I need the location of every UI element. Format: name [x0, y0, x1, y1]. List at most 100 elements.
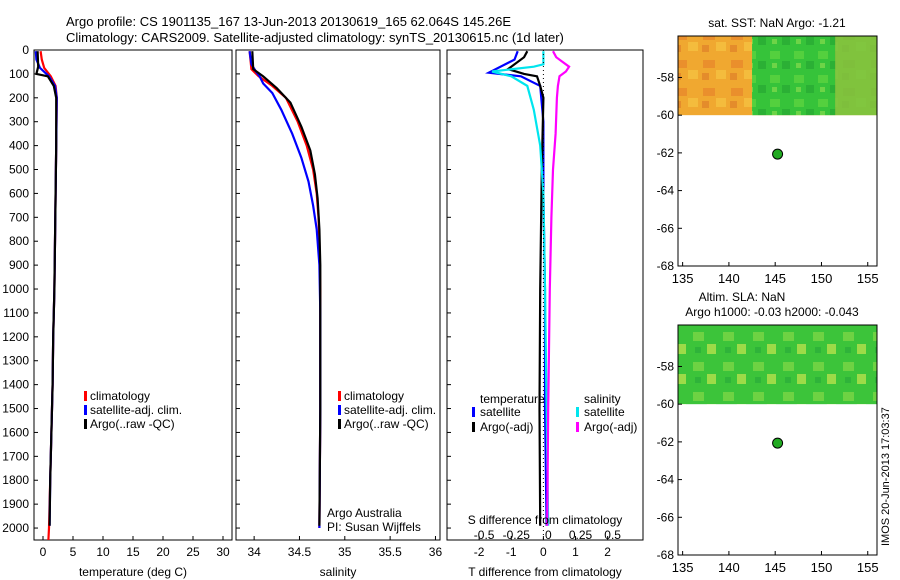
difference-legend-1: Argo(-adj): [480, 420, 533, 434]
sst_map-xtick-label-4: 155: [857, 271, 879, 286]
difference-top-tick-1: -0.25: [503, 528, 531, 542]
sla_map-ytick-label-5: -68: [657, 548, 675, 562]
difference-legend-2: satellite: [584, 405, 625, 419]
salinity-legend-0: climatology: [344, 389, 404, 403]
difference-chart: -2 -1 0 1 2 T difference from climatology S di…: [446, 49, 644, 579]
sst_map-xtick-label-3: 150: [811, 271, 833, 286]
temperature-series-2: [35, 51, 58, 526]
figure-header: Argo profile: CS 1901135_167 13-Jun-2013…: [66, 14, 564, 45]
sst_map-frame: [677, 35, 878, 267]
salinity-annotation-1: PI: Susan Wijffels: [327, 520, 421, 534]
ytick-label-1: 100: [9, 67, 29, 81]
salinity-legend-2: Argo(..raw -QC): [344, 417, 429, 431]
sla_map-float-marker: [772, 437, 784, 449]
ytick-label-13: 1300: [2, 354, 29, 368]
ytick-label-19: 1900: [2, 497, 29, 511]
temperature-xtick-label-5: 25: [186, 545, 200, 559]
ytick-label-5: 500: [9, 163, 29, 177]
ytick-label-15: 1500: [2, 402, 29, 416]
ytick-label-18: 1800: [2, 473, 29, 487]
sla_map-xtick-label-0: 135: [672, 560, 694, 575]
sla_map-chart: 135 140 145 150 155 -58 -60 -62 -64 -66 -68 Altim. …: [657, 290, 879, 575]
difference-xtick-label-1: -1: [506, 545, 517, 559]
sla_map-ytick-label-4: -66: [657, 510, 675, 524]
temperature-xtick-label-6: 30: [216, 545, 230, 559]
temperature-chart: 0 5 10 15 20 25 300100200300400500600700800900…: [2, 43, 233, 579]
sst_map-ytick-label-0: -58: [657, 70, 675, 84]
salinity-legend-1: satellite-adj. clim.: [344, 403, 436, 417]
difference-top-tick-3: 0.25: [569, 528, 593, 542]
salinity-legend-swatch-0: [338, 391, 341, 401]
difference-legend-swatch-3: [576, 422, 579, 432]
sst_map-ytick-label-5: -68: [657, 259, 675, 273]
sla_map-subtitle: Argo h1000: -0.03 h2000: -0.043: [685, 305, 859, 319]
temperature-xtick-label-3: 15: [126, 545, 140, 559]
difference-legend-header-0: temperature: [480, 392, 545, 406]
salinity-series-2: [251, 51, 322, 526]
sst_map-green-region: [752, 36, 836, 116]
sla_map-ytick-label-3: -64: [657, 473, 675, 487]
ytick-label-17: 1700: [2, 449, 29, 463]
temperature-legend-1: satellite-adj. clim.: [90, 403, 182, 417]
temperature-legend-0: climatology: [90, 389, 150, 403]
difference-legend-3: Argo(-adj): [584, 420, 637, 434]
salinity-annotation-0: Argo Australia: [327, 506, 402, 520]
temperature-frame: [33, 49, 233, 541]
sla_map-xtick-label-2: 145: [764, 560, 786, 575]
header-line-2: Climatology: CARS2009. Satellite-adjuste…: [66, 30, 564, 45]
temperature-xtick-label-0: 0: [40, 545, 47, 559]
temperature-legend-swatch-0: [84, 391, 87, 401]
sst_map-xtick-label-1: 140: [718, 271, 740, 286]
salinity-xtick-label-2: 35: [338, 545, 352, 559]
sla_map-ytick-label-2: -62: [657, 435, 675, 449]
temperature-xtick-label-4: 20: [156, 545, 170, 559]
sla_map-xtick-label-1: 140: [718, 560, 740, 575]
salinity-xlabel: salinity: [320, 565, 357, 579]
sla_map-xtick-label-4: 155: [857, 560, 879, 575]
plot-area: 0 5 10 15 20 25 300100200300400500600700800900…: [2, 16, 878, 579]
sst_map-xtick-label-0: 135: [672, 271, 694, 286]
difference-series-2: [491, 51, 550, 526]
difference-xtick-label-4: 2: [604, 545, 611, 559]
salinity-xtick-label-4: 36: [429, 545, 443, 559]
ytick-label-9: 900: [9, 258, 29, 272]
difference-legend-swatch-0: [472, 407, 475, 417]
temperature-xtick-label-2: 10: [96, 545, 110, 559]
ytick-label-2: 200: [9, 91, 29, 105]
salinity-legend-swatch-2: [338, 419, 341, 429]
ytick-label-0: 0: [22, 43, 29, 57]
ytick-label-3: 300: [9, 115, 29, 129]
salinity-chart: 34 34.5 35 35.5 36 salinity climatologysatelli…: [235, 49, 443, 579]
sst_map-float-marker: [772, 148, 784, 160]
ytick-label-11: 1100: [3, 306, 29, 320]
sst_map-ytick-label-3: -64: [657, 184, 675, 198]
sla_map-xtick-label-3: 150: [811, 560, 833, 575]
difference-top-axis-label: S difference from climatology: [468, 513, 623, 527]
difference-xlabel: T difference from climatology: [468, 565, 622, 579]
difference-legend-0: satellite: [480, 405, 521, 419]
header-line-1: Argo profile: CS 1901135_167 13-Jun-2013…: [66, 14, 511, 29]
ytick-label-20: 2000: [2, 521, 29, 535]
sst_map-ytick-label-4: -66: [657, 221, 675, 235]
footer-timestamp: IMOS 20-Jun-2013 17:03:37: [880, 407, 892, 546]
salinity-legend-swatch-1: [338, 405, 341, 415]
sla_map-ytick-label-0: -58: [657, 359, 675, 373]
ytick-label-12: 1200: [2, 330, 29, 344]
difference-xtick-label-0: -2: [474, 545, 485, 559]
temperature-legend-2: Argo(..raw -QC): [90, 417, 175, 431]
difference-series-3: [546, 50, 571, 526]
ytick-label-7: 700: [9, 210, 29, 224]
temperature-xtick-label-1: 5: [70, 545, 77, 559]
sla_map-field: [678, 325, 877, 405]
ytick-label-14: 1400: [2, 378, 29, 392]
ytick-label-16: 1600: [2, 425, 29, 439]
difference-legend-header-1: salinity: [584, 392, 621, 406]
difference-top-tick-0: -0.5: [474, 528, 495, 542]
difference-series-1: [505, 50, 545, 526]
ytick-label-10: 1000: [2, 282, 29, 296]
temperature-xlabel: temperature (deg C): [79, 565, 187, 579]
difference-legend-swatch-1: [472, 422, 475, 432]
ytick-label-8: 800: [9, 234, 29, 248]
sst_map-title: sat. SST: NaN Argo: -1.21: [708, 16, 846, 30]
